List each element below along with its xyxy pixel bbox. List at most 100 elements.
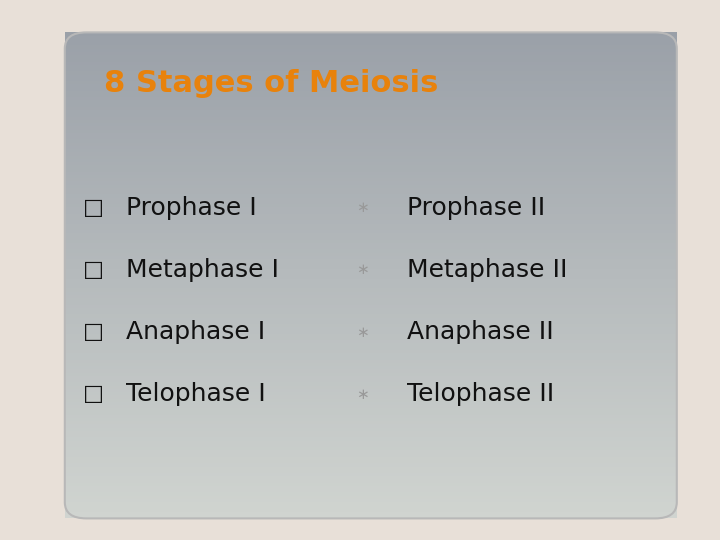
Bar — [65, 301, 677, 305]
Bar — [65, 45, 677, 49]
Text: Anaphase I: Anaphase I — [126, 320, 265, 344]
Bar — [65, 120, 677, 123]
Bar — [65, 350, 677, 353]
Bar — [65, 347, 677, 350]
Bar — [65, 107, 677, 110]
Bar — [65, 292, 677, 295]
Bar — [65, 288, 677, 292]
Bar — [65, 65, 677, 68]
Bar — [65, 227, 677, 230]
Bar — [65, 318, 677, 321]
Bar — [65, 305, 677, 308]
Bar — [65, 207, 677, 211]
Bar — [65, 428, 677, 431]
Bar — [65, 159, 677, 162]
Bar — [65, 230, 677, 233]
Bar — [65, 201, 677, 204]
Bar — [65, 392, 677, 395]
Bar — [65, 496, 677, 499]
Bar — [65, 311, 677, 314]
Bar — [65, 217, 677, 220]
Bar — [65, 237, 677, 240]
Text: ∗: ∗ — [356, 200, 369, 215]
Bar — [65, 340, 677, 343]
Bar — [65, 295, 677, 298]
Bar — [65, 489, 677, 492]
Bar — [65, 509, 677, 512]
Bar — [65, 389, 677, 392]
Bar — [65, 91, 677, 94]
Bar — [65, 473, 677, 476]
Bar — [65, 447, 677, 450]
Bar — [65, 399, 677, 402]
Bar — [65, 110, 677, 113]
Bar — [65, 249, 677, 253]
Bar — [65, 356, 677, 360]
Bar — [65, 168, 677, 172]
Bar — [65, 437, 677, 441]
Text: Metaphase II: Metaphase II — [407, 258, 567, 282]
Bar — [65, 240, 677, 243]
Bar — [65, 136, 677, 139]
Bar — [65, 133, 677, 136]
Bar — [65, 188, 677, 191]
Bar — [65, 379, 677, 382]
Bar — [65, 204, 677, 207]
Bar — [65, 402, 677, 405]
Bar — [65, 360, 677, 363]
Bar — [65, 146, 677, 149]
Bar — [65, 162, 677, 165]
Bar — [65, 123, 677, 126]
Bar — [65, 457, 677, 460]
Bar — [65, 71, 677, 75]
Bar — [65, 275, 677, 279]
Bar — [65, 181, 677, 185]
Bar — [65, 366, 677, 369]
Bar — [65, 233, 677, 237]
Bar — [65, 246, 677, 249]
Bar — [65, 81, 677, 84]
Bar — [65, 321, 677, 324]
Bar — [65, 149, 677, 152]
Bar — [65, 58, 677, 62]
Bar — [65, 259, 677, 262]
Bar — [65, 376, 677, 379]
Bar — [65, 369, 677, 373]
Bar — [65, 143, 677, 146]
Bar — [65, 470, 677, 473]
Bar — [65, 165, 677, 168]
Bar — [65, 441, 677, 444]
Text: Telophase I: Telophase I — [126, 382, 266, 406]
Text: Metaphase I: Metaphase I — [126, 258, 279, 282]
Text: □: □ — [83, 198, 104, 218]
Bar — [65, 395, 677, 399]
Bar — [65, 243, 677, 246]
Bar — [65, 266, 677, 269]
Bar — [65, 78, 677, 81]
Bar — [65, 421, 677, 424]
Bar — [65, 424, 677, 428]
Bar — [65, 444, 677, 447]
Bar — [65, 314, 677, 318]
Bar — [65, 454, 677, 457]
Bar — [65, 450, 677, 454]
Bar — [65, 408, 677, 411]
Bar — [65, 382, 677, 386]
Bar — [65, 502, 677, 505]
Bar — [65, 405, 677, 408]
Bar — [65, 185, 677, 188]
Bar — [65, 480, 677, 483]
Bar — [65, 476, 677, 480]
Bar — [65, 308, 677, 311]
Bar — [65, 460, 677, 463]
Bar — [65, 272, 677, 275]
Bar — [65, 126, 677, 130]
Text: Anaphase II: Anaphase II — [407, 320, 554, 344]
Bar — [65, 220, 677, 224]
Text: □: □ — [83, 260, 104, 280]
Bar — [65, 415, 677, 418]
Bar — [65, 353, 677, 356]
Text: Prophase I: Prophase I — [126, 196, 257, 220]
Bar — [65, 117, 677, 120]
Bar — [65, 505, 677, 509]
